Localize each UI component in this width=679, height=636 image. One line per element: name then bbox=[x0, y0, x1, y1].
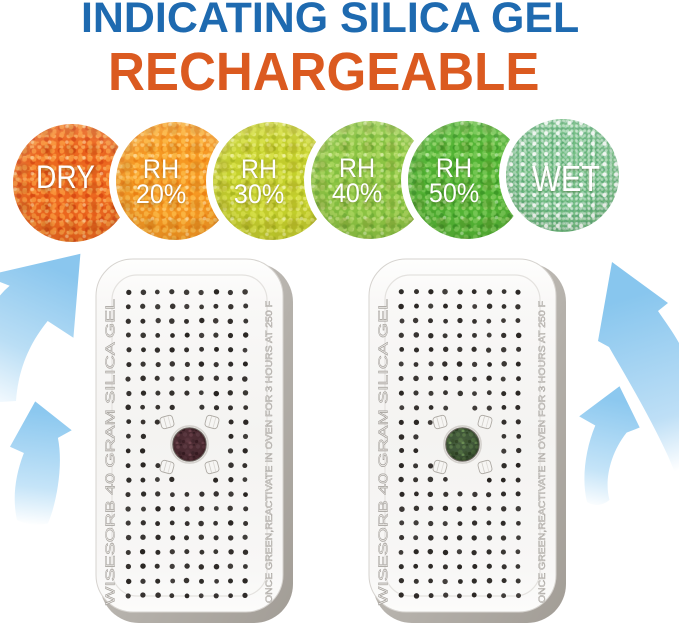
svg-text:WISESORB 40 GRAM SILICA GEL: WISESORB 40 GRAM SILICA GEL bbox=[104, 299, 118, 605]
svg-text:ONCE GREEN,REACTIVATE IN OVEN: ONCE GREEN,REACTIVATE IN OVEN FOR 3 HOUR… bbox=[537, 300, 547, 603]
svg-text:ONCE GREEN,REACTIVATE IN OVEN: ONCE GREEN,REACTIVATE IN OVEN FOR 3 HOUR… bbox=[264, 300, 274, 603]
svg-text:WISESORB 40 GRAM SILICA GEL: WISESORB 40 GRAM SILICA GEL bbox=[377, 299, 391, 605]
